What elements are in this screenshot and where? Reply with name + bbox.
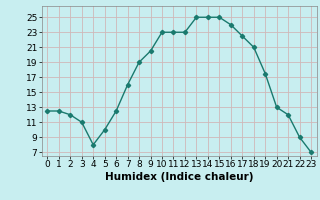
X-axis label: Humidex (Indice chaleur): Humidex (Indice chaleur) (105, 172, 253, 182)
